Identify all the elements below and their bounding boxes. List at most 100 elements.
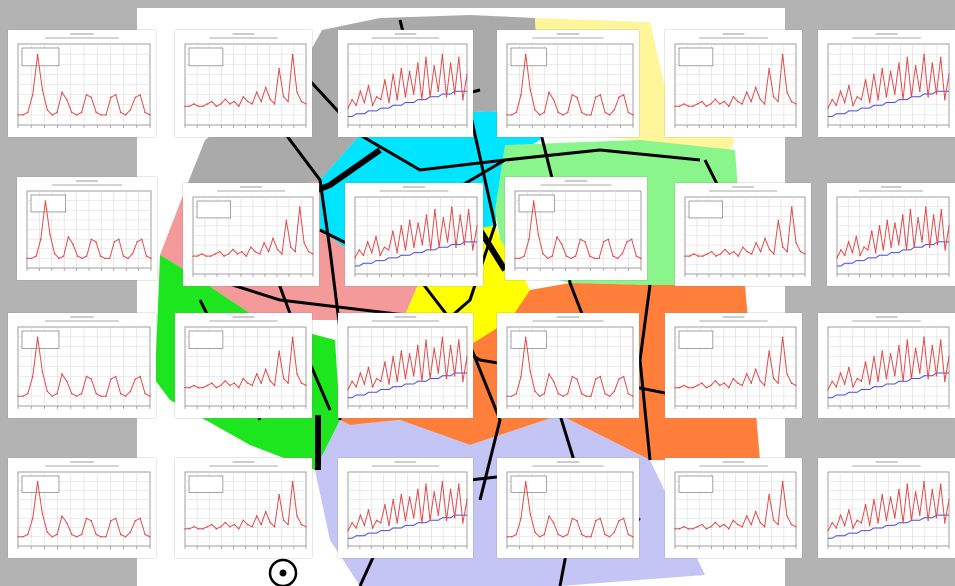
data-point [17,114,19,116]
data-point [362,254,365,257]
data-point [384,361,386,363]
data-point [305,525,307,528]
data-point [197,105,200,108]
data-point [781,336,784,339]
series-line-main [507,54,634,116]
data-point [466,73,468,76]
data-point [538,114,541,116]
data-point [790,523,793,526]
data-point [202,105,204,108]
chart-legend [510,47,547,67]
data-point [927,519,929,522]
data-point [75,114,78,116]
data-point [429,249,432,251]
chart-legend [510,330,547,349]
data-point [246,523,249,526]
data-point [602,240,605,243]
data-point [914,347,917,350]
line-chart [17,316,151,409]
data-point [255,373,258,375]
data-point [750,382,752,384]
data-point [269,380,271,382]
chart-legend [21,330,60,349]
data-point [524,480,527,483]
data-point [786,373,788,375]
chart-panel [17,177,157,280]
data-point [425,214,428,216]
data-point [56,392,58,395]
data-point [719,384,721,387]
data-point [839,514,842,516]
data-point [287,100,289,103]
data-point [273,525,276,528]
chart-panel [8,458,156,558]
data-point [416,344,419,347]
data-point [618,519,620,522]
line-chart [184,316,307,409]
data-point [233,382,236,384]
data-point [851,251,854,254]
data-point [36,480,39,483]
data-point [90,519,93,522]
data-point [607,238,610,241]
data-point [224,521,227,524]
data-point [26,257,28,260]
data-point [921,241,923,243]
data-point [113,240,116,243]
data-point [906,56,909,59]
data-point [683,384,685,387]
data-point [604,111,606,114]
data-point [520,94,522,96]
data-point [85,255,88,257]
chart-legend [678,47,714,67]
data-point [754,368,757,371]
data-point [613,531,616,534]
data-point [95,533,98,536]
data-point [772,377,775,380]
data-point [723,523,726,526]
data-point [618,378,620,380]
data-point [110,96,112,99]
data-point [412,374,415,377]
data-point [380,380,382,383]
line-chart [354,186,478,277]
data-point [119,111,122,114]
data-point [392,73,394,76]
series-line-main [515,200,642,260]
data-point [786,515,788,517]
data-point [705,528,708,530]
data-point [532,200,535,202]
data-point [129,390,132,393]
data-point [375,96,378,98]
data-point [17,536,19,538]
data-point [622,517,625,520]
data-point [902,380,904,383]
data-point [580,533,583,536]
data-point [727,528,730,530]
data-point [885,519,888,522]
data-point [889,70,892,73]
series-line-main [685,206,806,257]
data-point [467,208,470,211]
series-line-main [347,54,468,109]
data-point [923,53,925,56]
data-point [53,252,56,255]
data-point [396,380,399,383]
data-point [804,253,806,255]
data-point [750,253,753,255]
data-point [413,246,415,249]
data-point [528,238,530,241]
data-point [890,246,892,249]
data-point [449,344,452,347]
data-point [46,109,49,111]
data-point [209,255,212,257]
data-point [229,103,231,105]
data-point [835,385,838,388]
data-point [684,255,686,257]
data-point [421,243,424,246]
data-point [696,525,699,528]
data-point [599,375,602,378]
data-point [233,523,236,526]
line-chart [674,33,797,128]
data-point [701,382,703,384]
